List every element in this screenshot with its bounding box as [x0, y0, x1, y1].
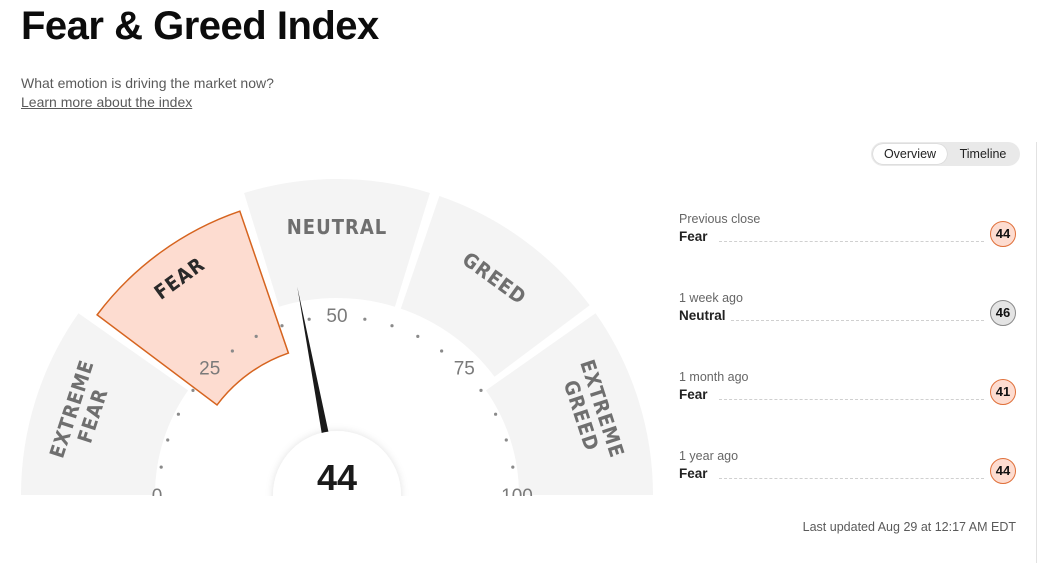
gauge-segment-extreme-greed	[485, 313, 653, 495]
gauge-segment-fear	[96, 210, 290, 406]
history-item-1-week-ago: 1 week ago Neutral 46	[679, 291, 1016, 351]
gauge-needle	[297, 286, 329, 435]
panel-divider	[1036, 142, 1037, 563]
gauge-tick-dot	[363, 317, 367, 321]
history-value-badge: 46	[990, 300, 1016, 326]
history-rating: Fear	[679, 466, 708, 481]
history-value-badge: 44	[990, 458, 1016, 484]
dotted-leader	[719, 399, 984, 400]
page-title: Fear & Greed Index	[21, 4, 379, 48]
gauge-segment-greed	[400, 196, 590, 377]
gauge-tick-dot	[479, 388, 483, 392]
gauge-segment-label: NEUTRAL	[287, 215, 388, 239]
gauge-tick-dot	[307, 317, 311, 321]
view-toggle: Overview Timeline	[871, 142, 1020, 166]
overview-tab[interactable]: Overview	[873, 144, 947, 164]
gauge-tick-dot	[166, 438, 170, 442]
history-value-badge: 44	[990, 221, 1016, 247]
history-rating: Fear	[679, 229, 708, 244]
gauge-tick-dot	[390, 324, 394, 328]
gauge-tick-dot	[440, 349, 444, 353]
timeline-tab[interactable]: Timeline	[959, 147, 1007, 161]
history-item-1-year-ago: 1 year ago Fear 44	[679, 449, 1016, 509]
gauge-tick-dot	[159, 465, 163, 469]
gauge-tick-dot	[416, 334, 420, 339]
history-rating: Fear	[679, 387, 708, 402]
history-label: 1 year ago	[679, 449, 739, 463]
learn-more-link[interactable]: Learn more about the index	[21, 94, 193, 110]
last-updated: Last updated Aug 29 at 12:17 AM EDT	[802, 520, 1016, 534]
history-item-previous-close: Previous close Fear 44	[679, 212, 1016, 272]
gauge-value: 44	[317, 457, 357, 498]
gauge-tick-dot	[280, 324, 284, 328]
history-label: Previous close	[679, 212, 761, 226]
history-label: 1 month ago	[679, 370, 749, 384]
dotted-leader	[719, 241, 984, 242]
history-rating: Neutral	[679, 308, 726, 323]
gauge-tick-dot	[254, 334, 258, 339]
gauge-scale-label: 50	[326, 306, 347, 327]
gauge-tick-dot	[504, 438, 508, 442]
history-label: 1 week ago	[679, 291, 743, 305]
history-item-1-month-ago: 1 month ago Fear 41	[679, 370, 1016, 430]
gauge-tick-dot	[230, 349, 234, 353]
page-subtitle: What emotion is driving the market now?	[21, 75, 274, 91]
gauge-scale-label: 75	[454, 359, 475, 380]
gauge-tick-dot	[511, 465, 515, 469]
history-value-badge: 41	[990, 379, 1016, 405]
gauge-segment-extreme-fear	[21, 313, 189, 495]
gauge-segment-neutral	[244, 179, 430, 307]
gauge-tick-dot	[191, 388, 195, 392]
fear-greed-gauge: EXTREMEFEAR FEAR NEUTRAL GREED EXTREMEGREED …	[0, 130, 675, 550]
gauge-scale-label: 25	[199, 359, 220, 380]
gauge-tick-dot	[176, 412, 181, 416]
dotted-leader	[719, 478, 984, 479]
dotted-leader	[731, 320, 984, 321]
gauge-tick-dot	[493, 412, 498, 416]
